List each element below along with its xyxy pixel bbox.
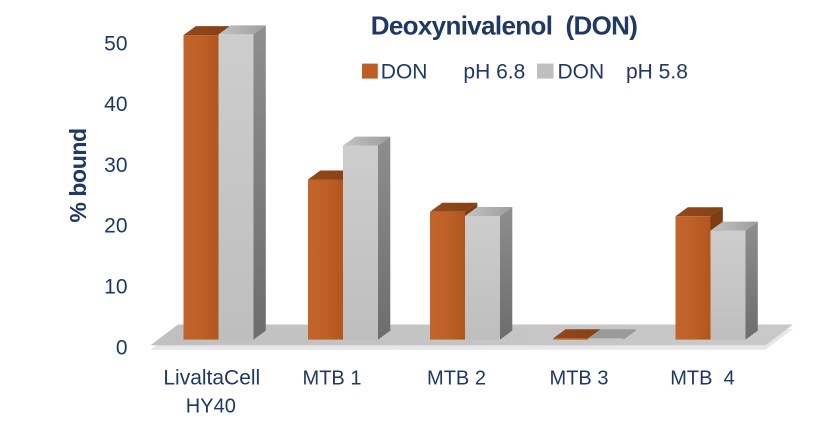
svg-text:Deoxynivalenol (DON): Deoxynivalenol (DON) <box>371 11 638 41</box>
svg-text:HY40: HY40 <box>186 395 236 417</box>
svg-text:50: 50 <box>104 32 127 55</box>
svg-text:DON: DON <box>558 61 605 84</box>
svg-text:40: 40 <box>104 93 127 116</box>
svg-text:10: 10 <box>104 276 127 299</box>
svg-text:MTB 3: MTB 3 <box>550 367 609 389</box>
svg-text:LivaltaCell: LivaltaCell <box>163 366 260 389</box>
svg-text:0: 0 <box>116 336 128 359</box>
svg-text:pH 5.8: pH 5.8 <box>626 61 688 84</box>
svg-text:pH 6.8: pH 6.8 <box>463 61 525 84</box>
svg-text:20: 20 <box>104 215 127 238</box>
svg-text:MTB 2: MTB 2 <box>427 367 486 389</box>
svg-text:MTB 1: MTB 1 <box>303 367 362 389</box>
svg-text:MTB 4: MTB 4 <box>670 367 734 389</box>
svg-text:DON: DON <box>381 61 428 84</box>
svg-text:30: 30 <box>104 154 127 177</box>
svg-text:% bound: % bound <box>65 128 91 222</box>
